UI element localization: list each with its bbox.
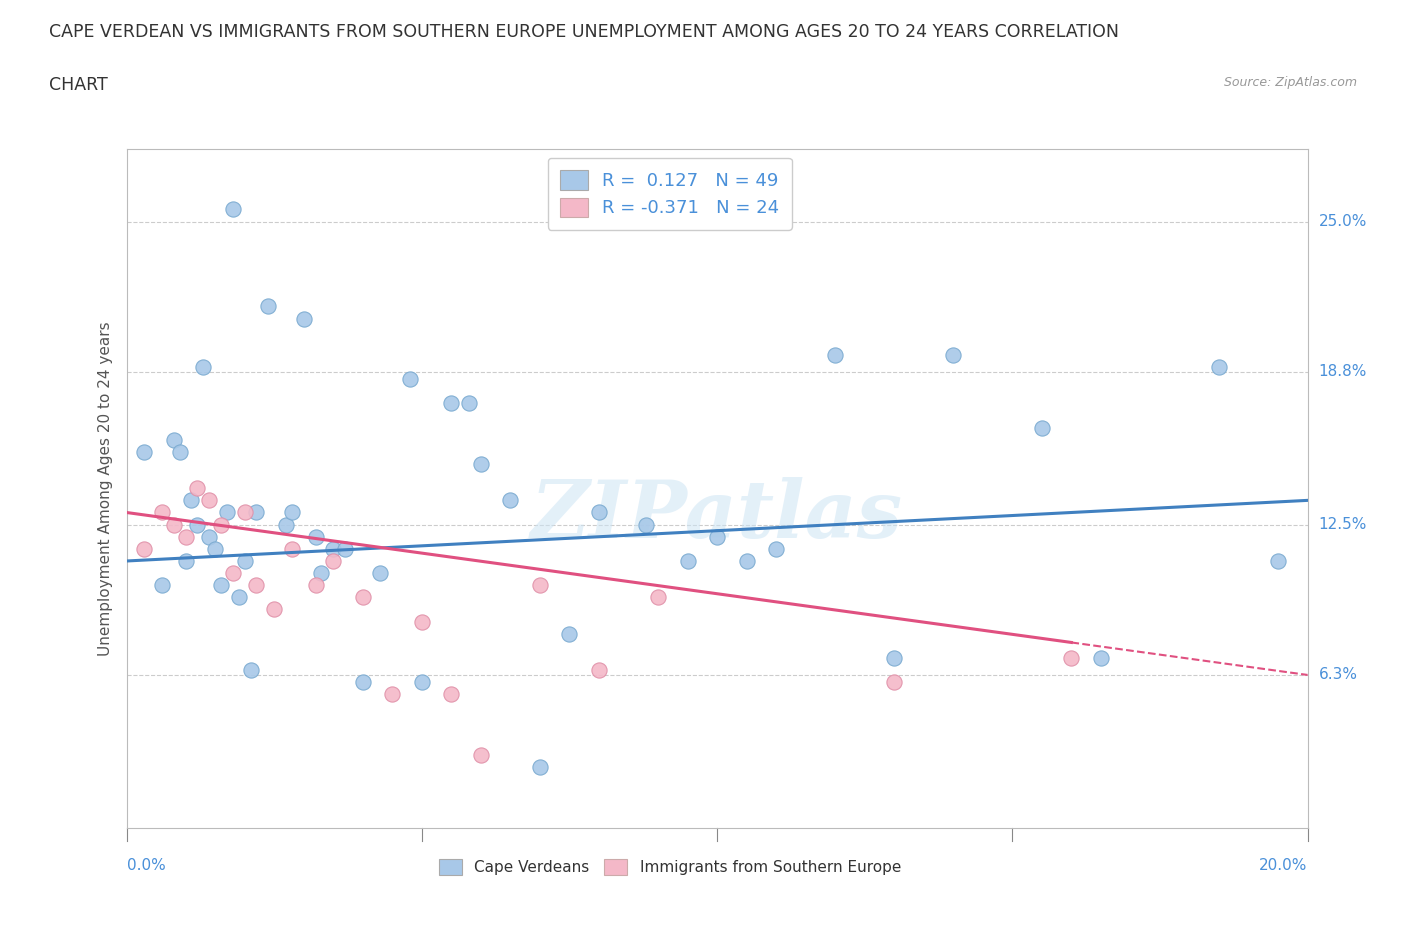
Point — [304, 529, 326, 544]
Text: Source: ZipAtlas.com: Source: ZipAtlas.com — [1223, 76, 1357, 89]
Point — [1267, 553, 1289, 568]
Point — [883, 675, 905, 690]
Point — [399, 372, 422, 387]
Point — [883, 651, 905, 666]
Point — [676, 553, 699, 568]
Text: 12.5%: 12.5% — [1319, 517, 1367, 532]
Point — [257, 299, 280, 313]
Point — [352, 675, 374, 690]
Point — [411, 675, 433, 690]
Point — [529, 578, 551, 592]
Point — [370, 565, 392, 580]
Point — [735, 553, 758, 568]
Point — [765, 541, 787, 556]
Point — [263, 129, 285, 144]
Point — [222, 565, 245, 580]
Point — [440, 396, 463, 411]
Point — [150, 578, 173, 592]
Point — [322, 553, 344, 568]
Point — [245, 578, 267, 592]
Point — [222, 202, 245, 217]
Point — [163, 432, 186, 447]
Point — [180, 493, 202, 508]
Legend: Cape Verdeans, Immigrants from Southern Europe: Cape Verdeans, Immigrants from Southern … — [433, 853, 907, 881]
Point — [209, 578, 232, 592]
Point — [186, 481, 208, 496]
Text: CAPE VERDEAN VS IMMIGRANTS FROM SOUTHERN EUROPE UNEMPLOYMENT AMONG AGES 20 TO 24: CAPE VERDEAN VS IMMIGRANTS FROM SOUTHERN… — [49, 23, 1119, 41]
Point — [529, 760, 551, 775]
Point — [281, 541, 304, 556]
Point — [411, 614, 433, 629]
Point — [588, 663, 610, 678]
Point — [1031, 420, 1053, 435]
Point — [174, 529, 197, 544]
Point — [470, 748, 492, 763]
Point — [263, 602, 285, 617]
Point — [215, 505, 238, 520]
Text: 0.0%: 0.0% — [127, 858, 166, 873]
Point — [281, 505, 304, 520]
Point — [193, 360, 215, 375]
Point — [198, 529, 221, 544]
Text: 6.3%: 6.3% — [1319, 668, 1358, 683]
Point — [558, 626, 581, 641]
Point — [381, 687, 404, 702]
Text: 20.0%: 20.0% — [1260, 858, 1308, 873]
Point — [239, 663, 262, 678]
Point — [304, 578, 326, 592]
Point — [942, 348, 965, 363]
Point — [233, 553, 256, 568]
Point — [706, 529, 728, 544]
Text: 18.8%: 18.8% — [1319, 365, 1367, 379]
Point — [1060, 651, 1083, 666]
Text: ZIPatlas: ZIPatlas — [531, 477, 903, 554]
Point — [636, 517, 658, 532]
Point — [333, 541, 356, 556]
Point — [163, 517, 186, 532]
Point — [204, 541, 226, 556]
Point — [499, 493, 522, 508]
Point — [458, 396, 481, 411]
Point — [186, 517, 208, 532]
Point — [588, 505, 610, 520]
Point — [322, 541, 344, 556]
Point — [134, 541, 156, 556]
Point — [647, 590, 669, 604]
Point — [233, 505, 256, 520]
Point — [134, 445, 156, 459]
Point — [440, 687, 463, 702]
Text: CHART: CHART — [49, 76, 108, 94]
Point — [1090, 651, 1112, 666]
Y-axis label: Unemployment Among Ages 20 to 24 years: Unemployment Among Ages 20 to 24 years — [97, 321, 112, 656]
Point — [1208, 360, 1230, 375]
Point — [150, 505, 173, 520]
Point — [245, 505, 267, 520]
Point — [228, 590, 250, 604]
Point — [470, 457, 492, 472]
Point — [274, 517, 297, 532]
Point — [174, 553, 197, 568]
Point — [209, 517, 232, 532]
Point — [352, 590, 374, 604]
Point — [292, 312, 315, 326]
Point — [824, 348, 846, 363]
Point — [198, 493, 221, 508]
Point — [169, 445, 191, 459]
Text: 25.0%: 25.0% — [1319, 214, 1367, 229]
Point — [311, 565, 333, 580]
